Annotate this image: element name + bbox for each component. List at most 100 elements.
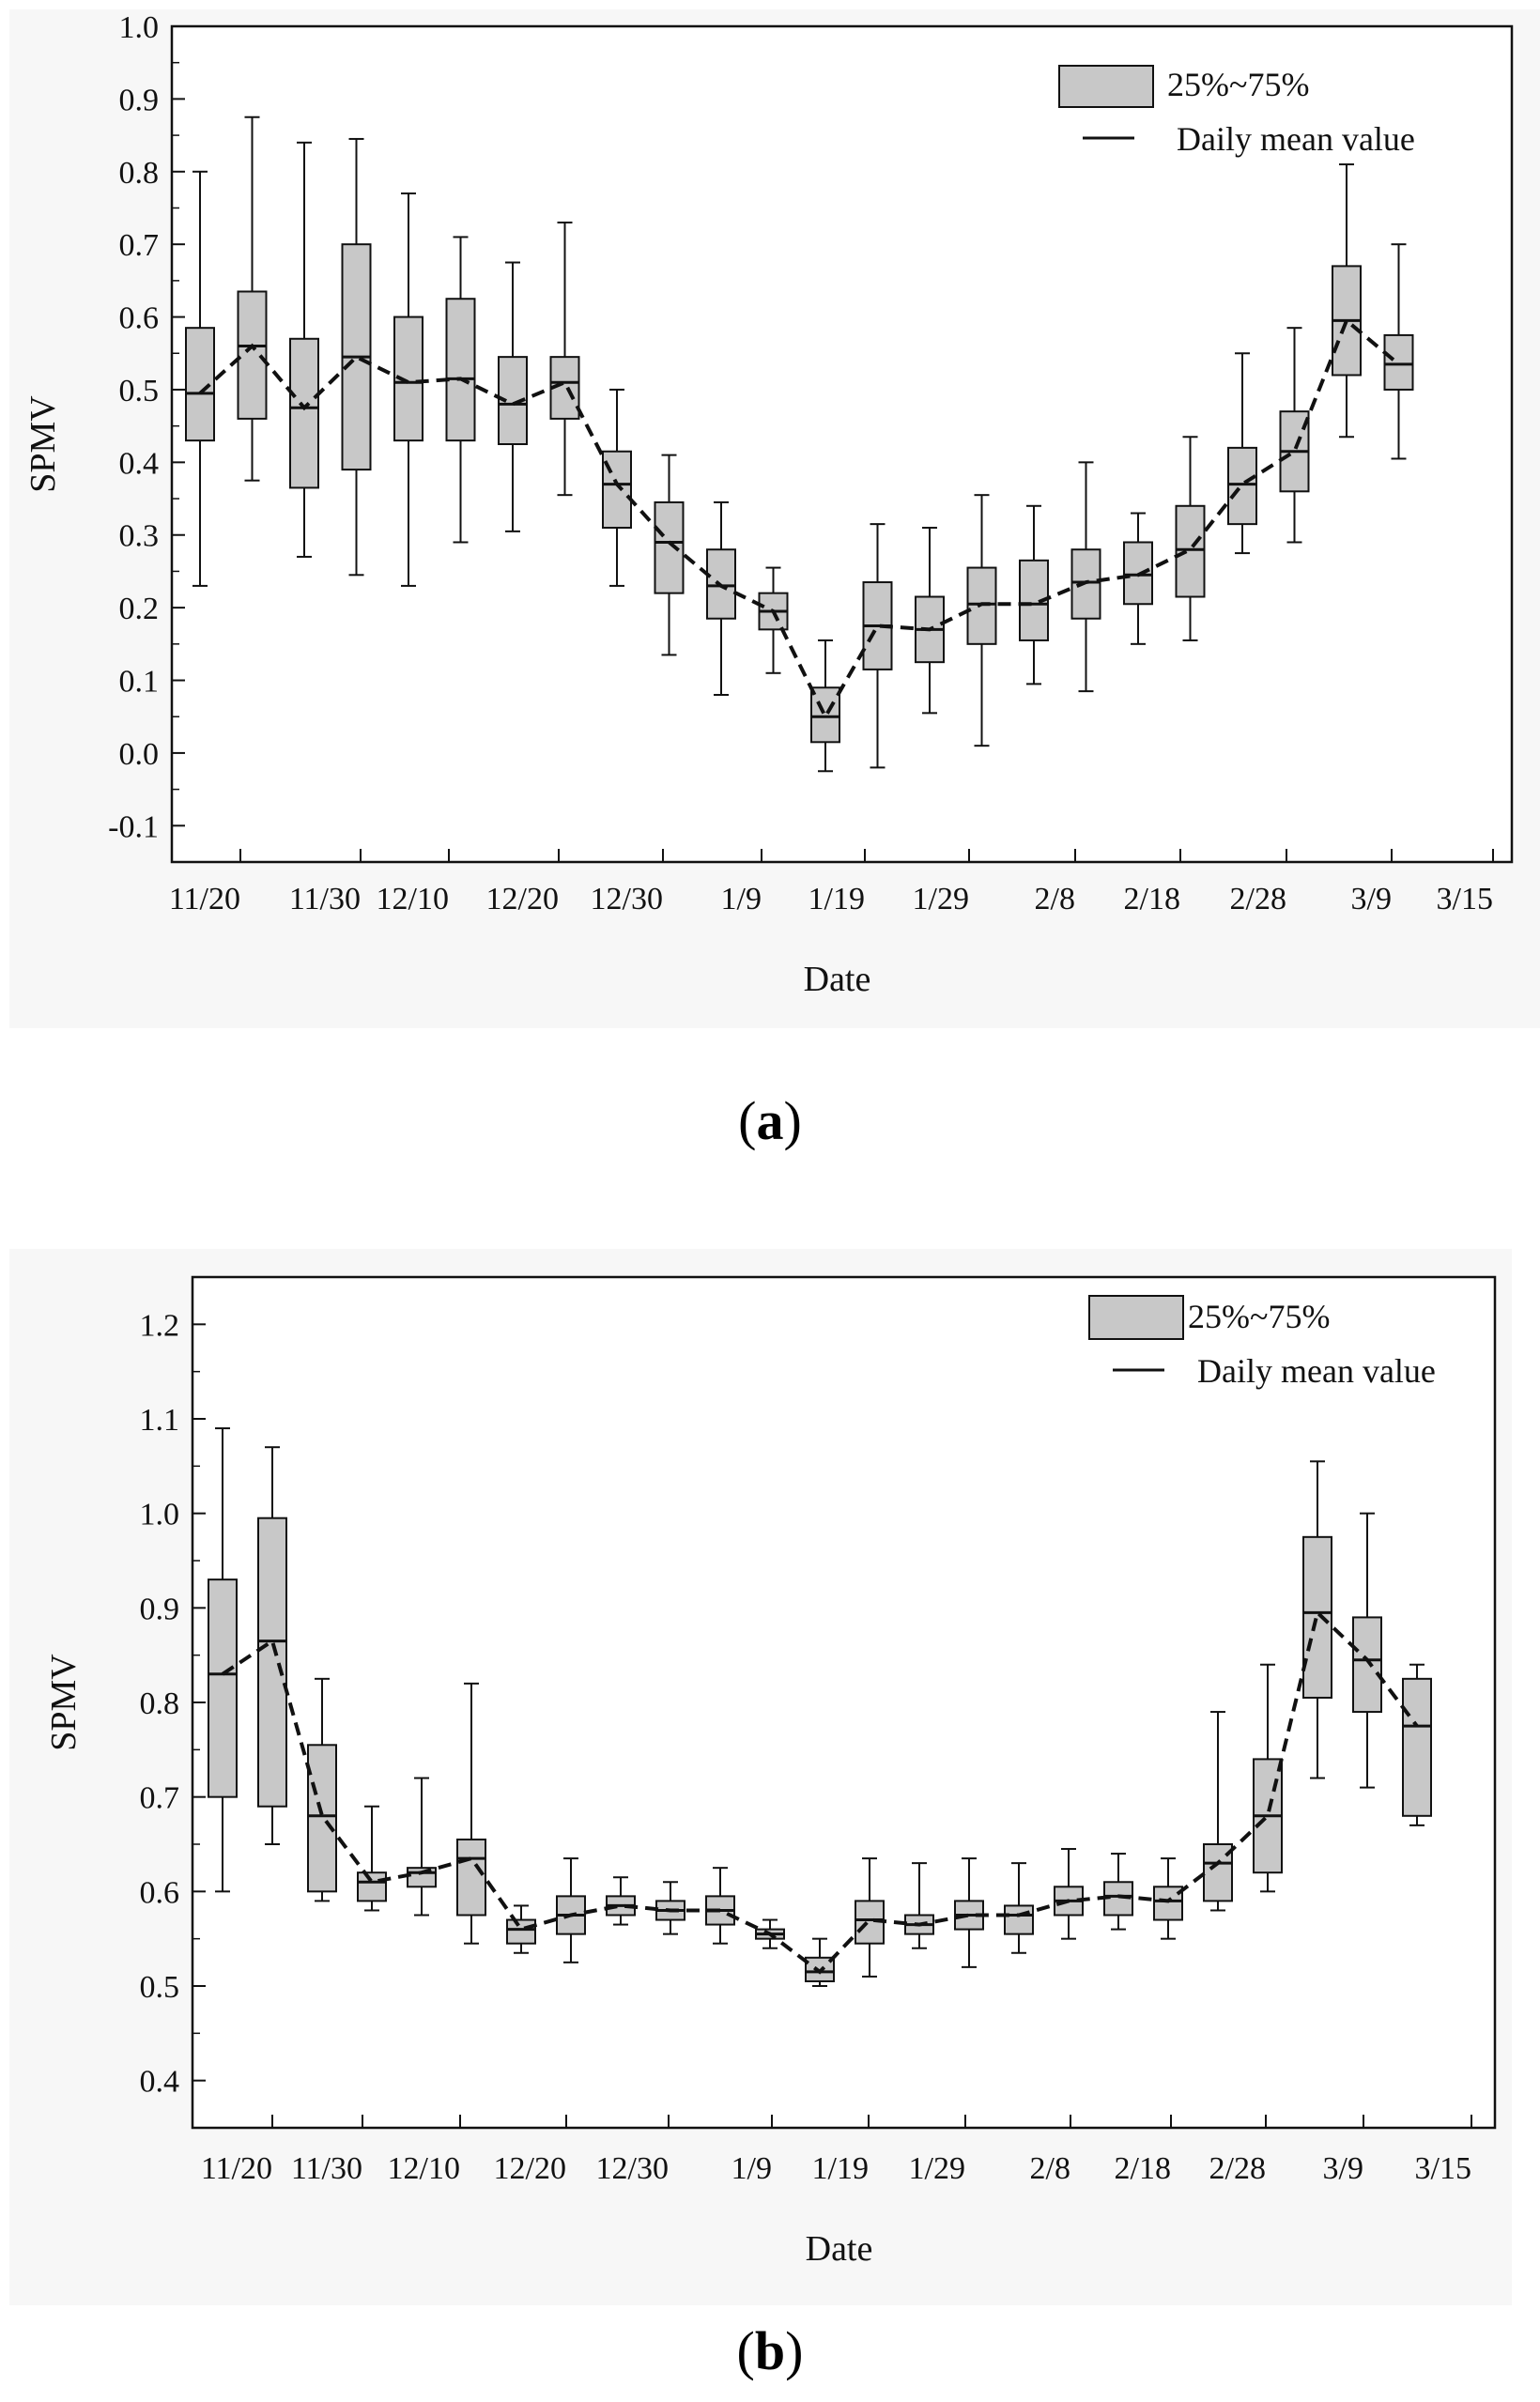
chart-a-box-4 bbox=[341, 137, 372, 577]
chart-a-box-8 bbox=[549, 221, 580, 497]
chart-a-y-tick-label: 0.0 bbox=[119, 737, 160, 772]
chart-b-box-22 bbox=[1253, 1663, 1283, 1893]
chart-a-legend-line-label: Daily mean value bbox=[1177, 120, 1415, 158]
iqr-box bbox=[456, 1838, 486, 1917]
chart-a-y-tick-label: 0.3 bbox=[119, 519, 160, 554]
iqr-box bbox=[654, 500, 685, 594]
iqr-box bbox=[1004, 1904, 1034, 1935]
chart-b-box-6 bbox=[456, 1682, 486, 1945]
chart-b-x-tick-label: 12/20 bbox=[494, 2151, 566, 2186]
chart-a-x-tick-label: 2/28 bbox=[1230, 882, 1286, 916]
iqr-box bbox=[1352, 1616, 1382, 1714]
chart-a-box-21 bbox=[1227, 352, 1257, 555]
chart-a-box-3 bbox=[289, 141, 319, 558]
chart-a-box-6 bbox=[445, 236, 476, 544]
chart-a-x-tick-label: 3/15 bbox=[1437, 882, 1493, 916]
chart-b-x-axis: 11/20 11/30 12/10 12/20 12/30 1/9 1/19 1/29 2/8 2… bbox=[201, 2115, 1472, 2186]
chart-a-boxes bbox=[185, 115, 1414, 773]
chart-b-legend-line-label: Daily mean value bbox=[1197, 1352, 1436, 1390]
chart-b-plot-frame bbox=[191, 1275, 1497, 2130]
chart-b-x-tick-label: 11/20 bbox=[201, 2151, 272, 2186]
chart-a-y-tick-label: 0.1 bbox=[119, 665, 160, 700]
iqr-box bbox=[1227, 446, 1257, 526]
chart-b-box-24 bbox=[1352, 1512, 1382, 1789]
chart-b-y-tick-label: 0.9 bbox=[140, 1592, 180, 1626]
chart-b-y-tick-label: 0.4 bbox=[140, 2065, 180, 2100]
iqr-box bbox=[307, 1744, 337, 1893]
chart-a-x-tick-label: 1/29 bbox=[913, 882, 969, 916]
chart-b-box-7 bbox=[506, 1904, 536, 1954]
caption-b-label: b bbox=[754, 2320, 786, 2381]
chart-b-y-axis: 0.4 0.5 0.6 0.7 0.8 0.9 1.0 1.1 1.2 bbox=[140, 1308, 206, 2100]
iqr-box bbox=[445, 298, 476, 442]
chart-a-x-tick-label: 2/8 bbox=[1035, 882, 1075, 916]
chart-b-x-tick-label: 12/10 bbox=[388, 2151, 460, 2186]
chart-a-x-tick-label: 2/18 bbox=[1124, 882, 1180, 916]
chart-b-y-tick-label: 1.2 bbox=[140, 1308, 180, 1343]
chart-a-box-23 bbox=[1332, 163, 1362, 439]
iqr-box bbox=[257, 1517, 287, 1808]
chart-b-x-tick-label: 1/19 bbox=[812, 2151, 869, 2186]
chart-a-mean-line bbox=[198, 317, 1400, 721]
iqr-box bbox=[506, 1918, 536, 1945]
chart-b-legend-box-label: 25%~75% bbox=[1188, 1298, 1330, 1335]
chart-b: 0.4 0.5 0.6 0.7 0.8 0.9 1.0 1.1 1.2 11/20 11/30 12/… bbox=[0, 1239, 1540, 2402]
chart-a-x-tick-label: 1/9 bbox=[721, 882, 762, 916]
chart-a-svg: -0.1 0.0 0.1 0.2 0.3 0.4 0.5 0.6 0.7 0.8 0.9 1.0 11/… bbox=[9, 9, 1540, 1028]
chart-b-y-tick-label: 1.1 bbox=[140, 1403, 180, 1438]
chart-a-box-19 bbox=[1123, 512, 1153, 645]
chart-a: -0.1 0.0 0.1 0.2 0.3 0.4 0.5 0.6 0.7 0.8 0.9 1.0 11/… bbox=[0, 0, 1540, 1070]
chart-a-x-axis: 11/20 11/30 12/10 12/20 12/30 1/9 1/19 1/29 2/8 2… bbox=[169, 849, 1494, 916]
chart-a-y-axis: -0.1 0.0 0.1 0.2 0.3 0.4 0.5 0.6 0.7 0.8 0.9 1.0 bbox=[108, 10, 185, 844]
chart-b-x-tick-label: 2/28 bbox=[1209, 2151, 1266, 2186]
chart-a-legend-box-label: 25%~75% bbox=[1167, 66, 1309, 103]
chart-b-x-tick-label: 11/30 bbox=[291, 2151, 362, 2186]
caption-a: (a) bbox=[738, 1090, 802, 1151]
chart-b-boxes bbox=[208, 1427, 1432, 1987]
chart-a-y-tick-label: -0.1 bbox=[108, 809, 159, 844]
chart-b-y-tick-label: 0.5 bbox=[140, 1970, 180, 2005]
chart-a-x-axis-label: Date bbox=[804, 960, 871, 999]
chart-b-box-2 bbox=[257, 1446, 287, 1845]
chart-b-x-tick-label: 12/30 bbox=[596, 2151, 669, 2186]
chart-b-box-1 bbox=[208, 1427, 238, 1893]
chart-b-y-tick-label: 0.6 bbox=[140, 1875, 180, 1910]
chart-a-box-13 bbox=[810, 639, 840, 773]
chart-b-box-23 bbox=[1302, 1460, 1332, 1779]
chart-b-y-tick-label: 0.7 bbox=[140, 1781, 180, 1816]
chart-a-legend: 25%~75% Daily mean value bbox=[1058, 65, 1415, 158]
chart-b-svg: 0.4 0.5 0.6 0.7 0.8 0.9 1.0 1.1 1.2 11/20 11/30 12/… bbox=[9, 1249, 1512, 2305]
iqr-box bbox=[289, 337, 319, 489]
chart-a-x-tick-label: 11/20 bbox=[169, 882, 240, 916]
chart-a-y-tick-label: 0.2 bbox=[119, 592, 160, 626]
chart-a-box-20 bbox=[1175, 436, 1206, 641]
chart-b-box-3 bbox=[307, 1677, 337, 1902]
chart-a-y-tick-label: 0.7 bbox=[119, 228, 160, 263]
iqr-box bbox=[1153, 1886, 1183, 1921]
chart-a-x-tick-label: 12/30 bbox=[591, 882, 663, 916]
chart-a-y-tick-label: 0.6 bbox=[119, 301, 160, 336]
iqr-box bbox=[1302, 1535, 1332, 1699]
chart-b-y-tick-label: 0.8 bbox=[140, 1686, 180, 1721]
chart-b-box-20 bbox=[1153, 1857, 1183, 1940]
chart-b-x-tick-label: 1/9 bbox=[732, 2151, 772, 2186]
chart-b-legend-box-swatch bbox=[1088, 1295, 1184, 1340]
chart-a-x-tick-label: 12/10 bbox=[377, 882, 449, 916]
chart-a-x-tick-label: 1/19 bbox=[808, 882, 865, 916]
chart-b-box-25 bbox=[1402, 1663, 1432, 1826]
iqr-box bbox=[810, 686, 840, 744]
chart-a-legend-box-swatch bbox=[1058, 65, 1154, 108]
chart-a-y-axis-label: SPMV bbox=[23, 395, 63, 493]
iqr-box bbox=[357, 1871, 387, 1902]
chart-b-legend: 25%~75% Daily mean value bbox=[1088, 1295, 1436, 1390]
chart-b-x-tick-label: 3/9 bbox=[1323, 2151, 1363, 2186]
chart-a-box-24 bbox=[1383, 243, 1414, 460]
iqr-box bbox=[1383, 333, 1414, 391]
chart-a-y-tick-label: 0.4 bbox=[119, 446, 160, 481]
chart-a-x-tick-label: 3/9 bbox=[1351, 882, 1392, 916]
chart-b-x-tick-label: 2/8 bbox=[1030, 2151, 1070, 2186]
chart-b-x-tick-label: 1/29 bbox=[909, 2151, 965, 2186]
chart-a-x-tick-label: 11/30 bbox=[289, 882, 361, 916]
chart-b-box-4 bbox=[357, 1805, 387, 1912]
chart-a-box-17 bbox=[1019, 504, 1049, 685]
